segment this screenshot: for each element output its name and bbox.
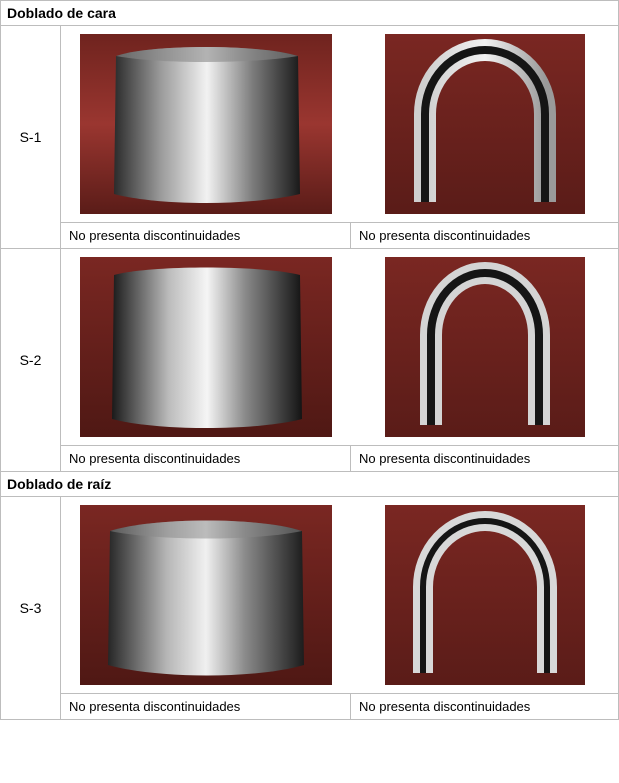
specimen-id: S-3 (1, 497, 61, 719)
captions-row: No presenta discontinuidades No presenta… (61, 693, 618, 719)
specimen-bend-cell (351, 257, 618, 437)
table-row: S-3 (1, 497, 618, 719)
row-content: No presenta discontinuidades No presenta… (61, 497, 618, 719)
captions-row: No presenta discontinuidades No presenta… (61, 222, 618, 248)
captions-row: No presenta discontinuidades No presenta… (61, 445, 618, 471)
caption-left: No presenta discontinuidades (61, 223, 351, 248)
bent-u-icon (385, 34, 585, 214)
row-content: No presenta discontinuidades No presenta… (61, 249, 618, 471)
section-header-raiz: Doblado de raíz (1, 472, 618, 497)
specimen-bend-cell (351, 34, 618, 214)
specimen-id: S-2 (1, 249, 61, 471)
caption-right: No presenta discontinuidades (351, 223, 618, 248)
specimen-photo-cell (61, 257, 351, 437)
row-content: No presenta discontinuidades No presenta… (61, 26, 618, 248)
specimen-photo-cell (61, 34, 351, 214)
specimen-photo-cell (61, 505, 351, 685)
caption-right: No presenta discontinuidades (351, 694, 618, 719)
images-row (61, 249, 618, 445)
bent-u-icon (385, 505, 585, 685)
images-row (61, 497, 618, 693)
section-header-cara: Doblado de cara (1, 1, 618, 26)
specimen-bend-cell (351, 505, 618, 685)
results-table: Doblado de cara S-1 (0, 0, 619, 720)
metal-block-icon (80, 34, 332, 214)
images-row (61, 26, 618, 222)
metal-block-icon (80, 257, 332, 437)
caption-right: No presenta discontinuidades (351, 446, 618, 471)
caption-left: No presenta discontinuidades (61, 446, 351, 471)
metal-block-icon (80, 505, 332, 685)
table-row: S-1 (1, 26, 618, 249)
bent-u-icon (385, 257, 585, 437)
table-row: S-2 (1, 249, 618, 472)
caption-left: No presenta discontinuidades (61, 694, 351, 719)
specimen-id: S-1 (1, 26, 61, 248)
